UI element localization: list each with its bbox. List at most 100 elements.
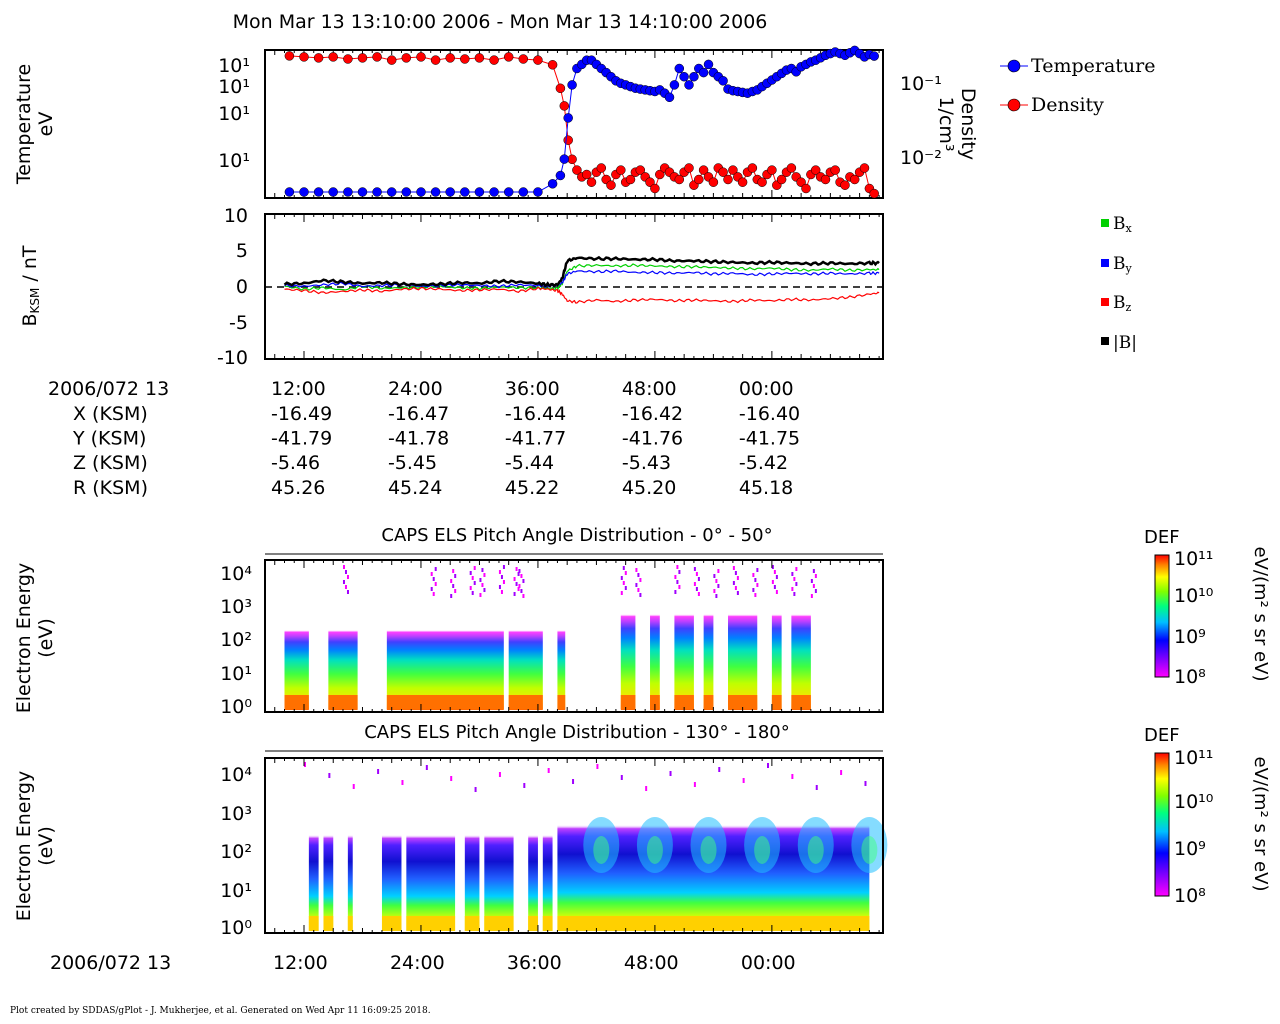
spectrum-speck xyxy=(520,574,523,578)
point-density xyxy=(757,177,767,187)
point-density xyxy=(840,180,850,190)
panel1-yticks: 10¹ 10¹ 10¹ 10¹ xyxy=(218,55,250,172)
spectrum-speck xyxy=(756,568,759,572)
bottom-date-label: 2006/072 13 xyxy=(50,952,171,974)
point-temperature xyxy=(445,187,455,197)
spectrum-speck xyxy=(430,587,433,591)
ephemeris-date-label: 2006/072 13 xyxy=(48,378,169,400)
spectrum-block xyxy=(464,815,480,931)
point-density xyxy=(572,165,582,175)
colorbar-tick: 10⁸ xyxy=(1174,666,1206,688)
ephemeris-value: -41.79 xyxy=(271,428,332,450)
point-density xyxy=(372,52,382,62)
panel1-y2label-line2: 1/cm³ xyxy=(935,96,957,151)
spectrum-speck xyxy=(695,572,698,576)
point-temperature xyxy=(357,187,368,197)
point-density xyxy=(859,163,870,173)
spectrum-speck xyxy=(483,588,486,592)
spectrum-speck xyxy=(676,565,679,569)
ephemeris-value: -5.44 xyxy=(505,452,554,474)
spectrum-speck xyxy=(812,584,815,588)
panel2-minor-ticks xyxy=(274,214,880,359)
ephemeris-value: 45.26 xyxy=(271,477,325,499)
point-temperature xyxy=(547,179,558,189)
spec1-ylabel-line1: Electron Energy xyxy=(13,563,35,714)
spec2-colorbar: DEF 10¹¹ 10¹⁰ 10⁹ 10⁸ eV/(m² s sr eV) xyxy=(1144,725,1271,907)
point-density xyxy=(586,177,597,187)
spectrum-block xyxy=(284,610,309,710)
point-temperature xyxy=(372,187,382,197)
point-density xyxy=(284,51,295,61)
colorbar-unit: eV/(m² s sr eV) xyxy=(1250,757,1271,892)
spectrum-band-low xyxy=(791,695,811,709)
colorbar-tick: 10⁹ xyxy=(1174,838,1206,860)
panel1-y2ticks: 10⁻¹ 10⁻² xyxy=(900,73,942,169)
point-density xyxy=(820,174,831,185)
spectrum-speck xyxy=(454,574,457,578)
ephemeris-value: -41.77 xyxy=(505,428,566,450)
ephemeris-value: -5.45 xyxy=(388,452,437,474)
point-temperature xyxy=(401,187,412,197)
spectrum-speck xyxy=(736,576,739,580)
spectrum-speck xyxy=(434,567,437,571)
spectrum-speck xyxy=(479,578,482,582)
ephemeris-value: -41.78 xyxy=(388,428,449,450)
spectrum-block xyxy=(328,610,358,710)
time-label: 00:00 xyxy=(741,952,796,974)
time-label: 24:00 xyxy=(388,378,443,400)
point-temperature xyxy=(664,92,675,103)
ephemeris-row-label: Y (KSM) xyxy=(72,428,146,450)
point-density xyxy=(796,177,806,187)
spectrum-speck xyxy=(344,585,347,589)
point-temperature xyxy=(698,67,709,78)
spectrum-speck xyxy=(693,782,696,787)
spectrum-block xyxy=(347,815,353,931)
temperature-density-panel: Temperature eV 10¹ 10¹ 10¹ 10¹ 10⁻¹ 10⁻²… xyxy=(13,45,1155,199)
spectrum-speck xyxy=(620,591,623,595)
spectrum-speck xyxy=(814,574,817,578)
colorbar-tick: 10¹⁰ xyxy=(1174,585,1213,607)
ephemeris-value: -41.76 xyxy=(622,428,683,450)
spectrum-speck xyxy=(352,784,355,789)
spectrum-block xyxy=(703,590,714,710)
spectrum-speck xyxy=(346,575,349,579)
spectrum-speck xyxy=(742,778,745,783)
spectrum-block xyxy=(406,815,456,931)
spectrogram-0-50-panel: CAPS ELS Pitch Angle Distribution - 0° -… xyxy=(13,525,1271,718)
footer-credit: Plot created by SDDAS/gPlot - J. Mukherj… xyxy=(10,1006,431,1016)
spectrum-band-low xyxy=(620,695,636,709)
y-tick-label: 10⁰ xyxy=(220,696,252,718)
spectrum-speck xyxy=(432,577,435,581)
spectrum-speck xyxy=(450,776,453,781)
spec1-frame xyxy=(264,559,884,713)
spectrum-band-low xyxy=(508,695,543,709)
spectrum-speck xyxy=(303,762,306,767)
spectrum-speck xyxy=(502,580,505,584)
time-label: 00:00 xyxy=(739,378,794,400)
spectrum-block xyxy=(542,815,553,931)
y-tick-label: 10⁴ xyxy=(220,563,252,585)
spectrum-speck xyxy=(522,594,525,598)
point-density xyxy=(489,55,499,65)
plot-title: Mon Mar 13 13:10:00 2006 - Mon Mar 13 14… xyxy=(233,11,768,33)
spectrum-block xyxy=(728,590,758,710)
ephemeris-value: -16.44 xyxy=(505,403,566,425)
point-density xyxy=(357,53,368,63)
spectrum-speck xyxy=(693,582,696,586)
spectrum-speck xyxy=(328,773,331,778)
point-density xyxy=(563,135,573,145)
point-density xyxy=(416,52,426,62)
legend-bz: Bz xyxy=(1101,293,1132,314)
point-density xyxy=(694,174,704,185)
time-label: 12:00 xyxy=(273,952,328,974)
spectrum-speck xyxy=(674,590,677,594)
spectrum-band-low xyxy=(464,916,480,931)
panel2-legend: Bx By Bz |B| xyxy=(1101,214,1137,353)
time-label: 12:00 xyxy=(271,378,326,400)
point-density xyxy=(747,163,758,173)
point-density xyxy=(801,183,811,194)
spectrum-speck xyxy=(500,575,503,579)
point-density xyxy=(830,165,840,175)
ephemeris-rows: X (KSM) -16.49 -16.47 -16.44 -16.42 -16.40 Y (… xyxy=(72,403,800,499)
